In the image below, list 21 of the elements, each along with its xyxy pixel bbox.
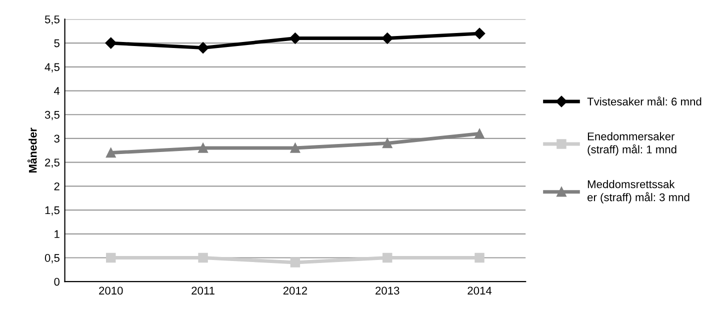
y-tick-label: 1	[54, 230, 60, 238]
y-tick-label: 0	[54, 278, 60, 286]
y-tick-label: 2,5	[45, 158, 60, 168]
y-axis-title: Måneder	[27, 128, 37, 172]
legend-label: Meddomsrettssak er (straff) mål: 3 mnd	[588, 180, 690, 204]
y-tick-label: 2	[54, 182, 60, 190]
y-tick-label: 0,5	[44, 254, 60, 264]
y-tick-label: 4,5	[44, 63, 60, 72]
y-tick-label: 5	[54, 39, 60, 48]
x-tick-label: 2014	[468, 286, 492, 295]
x-tick-label: 2012	[283, 286, 307, 295]
x-tick-label: 2011	[192, 286, 214, 295]
y-tick-label: 4	[54, 87, 60, 95]
legend-label: Tvistesaker mål: 6 mnd	[587, 96, 702, 106]
y-tick-label: 1,5	[45, 206, 60, 216]
x-tick-label: 2013	[376, 286, 400, 295]
legend-label: Enedommersaker (straff) mål: 1 mnd	[588, 132, 676, 156]
y-tick-label: 3,5	[44, 110, 60, 120]
y-tick-label: 3	[54, 134, 60, 143]
y-tick-label: 5,5	[44, 16, 60, 25]
x-tick-label: 2010	[99, 286, 123, 295]
